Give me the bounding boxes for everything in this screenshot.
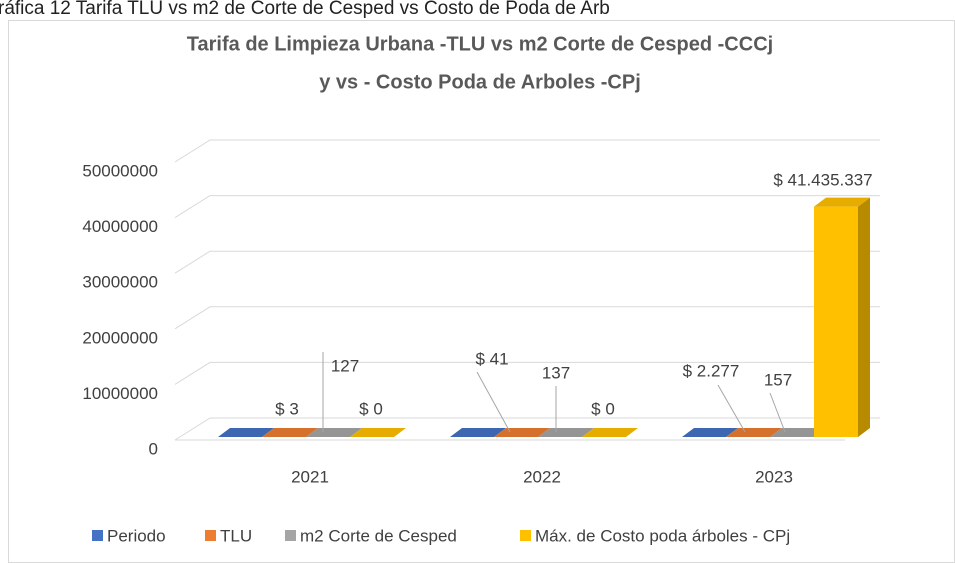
bar-side (858, 197, 870, 437)
data-label: $ 0 (359, 399, 383, 418)
leader-line (769, 392, 786, 433)
bar-side (350, 427, 362, 437)
bar-top (538, 427, 594, 437)
grid-line (174, 139, 880, 163)
legend-label: TLU (220, 526, 252, 545)
bar-top (262, 427, 318, 437)
y-tick-label: 20000000 (82, 328, 158, 347)
data-label: 157 (764, 370, 792, 389)
bar-top (218, 428, 274, 437)
bar-top (450, 428, 506, 437)
legend-label: Máx. de Costo poda árboles - CPj (535, 526, 790, 545)
grid-line (174, 306, 880, 330)
bar-side (770, 427, 782, 437)
legend-swatch (285, 530, 296, 541)
bar-top (814, 197, 870, 207)
data-label: $ 3 (275, 399, 299, 418)
legend-label: m2 Corte de Cesped (300, 526, 457, 545)
bar-top (582, 428, 638, 437)
leader-line (476, 371, 511, 433)
data-label: 127 (331, 356, 359, 375)
x-tick-label: 2022 (523, 467, 561, 486)
data-label: $ 41 (475, 349, 508, 368)
bar-side (582, 427, 594, 437)
grid-line (174, 417, 880, 441)
legend-swatch (92, 530, 103, 541)
y-tick-label: 50000000 (82, 161, 158, 180)
bar-top (494, 427, 550, 437)
legend-swatch (520, 530, 531, 541)
bar-top (726, 427, 782, 437)
chart-title: Tarifa de Limpieza Urbana -TLU vs m2 Cor… (187, 33, 773, 55)
x-tick-label: 2021 (291, 467, 329, 486)
bar-top (682, 428, 738, 437)
y-tick-label: 0 (149, 439, 158, 458)
y-tick-label: 40000000 (82, 217, 158, 236)
bar-top (350, 428, 406, 437)
data-label: 137 (542, 363, 570, 382)
data-label: $ 2.277 (683, 361, 740, 380)
x-tick-label: 2023 (755, 467, 793, 486)
chart-title: y vs - Costo Poda de Arboles -CPj (319, 71, 641, 93)
caption: ráfica 12 Tarifa TLU vs m2 de Corte de C… (0, 0, 610, 19)
legend-label: Periodo (107, 526, 166, 545)
leader-line (717, 384, 746, 433)
y-tick-label: 30000000 (82, 273, 158, 292)
legend-swatch (205, 530, 216, 541)
data-label: $ 0 (591, 399, 615, 418)
grid-line (174, 195, 880, 219)
data-label: $ 41.435.337 (773, 170, 872, 189)
y-tick-label: 10000000 (82, 384, 158, 403)
bar-top (306, 427, 362, 437)
grid-line (174, 361, 880, 385)
grid-line (174, 250, 880, 274)
bar (814, 206, 858, 437)
